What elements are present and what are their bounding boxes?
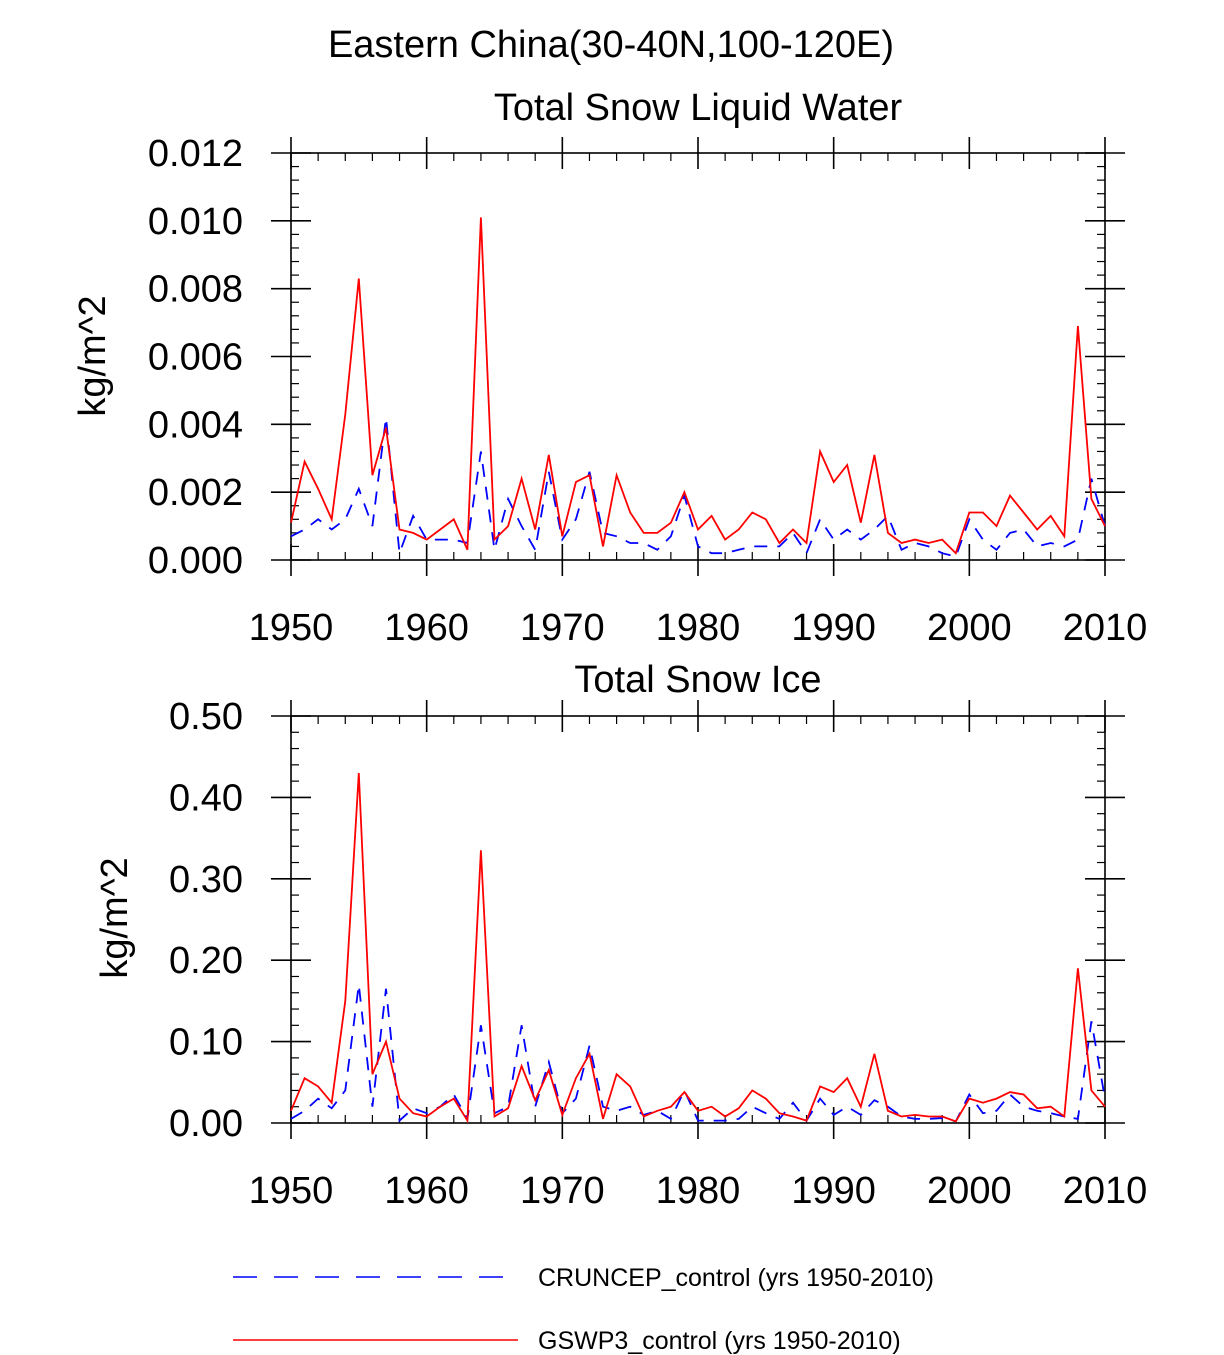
chart-1-xtick-label: 1960	[384, 1170, 469, 1212]
figure-title: Eastern China(30-40N,100-120E)	[328, 24, 894, 66]
chart-1-xtick-label: 1970	[520, 1170, 605, 1212]
chart-1-frame	[290, 715, 1106, 1124]
chart-1-series-cruncep-line	[290, 984, 1106, 1123]
chart-1-ytick-label: 0.50	[169, 696, 243, 738]
chart-1-ytick-label: 0.00	[169, 1103, 243, 1145]
chart-0-xtick-label: 1960	[384, 607, 469, 649]
chart-1-ytick-label: 0.20	[169, 940, 243, 982]
chart-0-ytick-label: 0.000	[148, 540, 243, 582]
chart-0-xtick-label: 2010	[1063, 607, 1148, 649]
chart-1-ylabel: kg/m^2	[94, 857, 136, 978]
chart-0-ylabel: kg/m^2	[72, 295, 114, 416]
chart-0-ytick-label: 0.006	[148, 337, 243, 379]
chart-1-xtick-label: 2010	[1063, 1170, 1148, 1212]
chart-1-xtick-label: 1990	[791, 1170, 876, 1212]
chart-0-xtick-label: 1990	[791, 607, 876, 649]
chart-1-xtick-label: 2000	[927, 1170, 1012, 1212]
chart-0-ytick-label: 0.004	[148, 404, 243, 446]
legend: CRUNCEP_control (yrs 1950-2010) GSWP3_co…	[233, 1264, 934, 1355]
chart-0-ytick-label: 0.012	[148, 133, 243, 175]
chart-0-xtick-label: 1950	[249, 607, 334, 649]
chart-1-ytick-label: 0.40	[169, 777, 243, 819]
chart-0-xtick-label: 1980	[656, 607, 741, 649]
legend-label-cruncep: CRUNCEP_control (yrs 1950-2010)	[538, 1264, 934, 1292]
chart-0-frame	[290, 152, 1106, 561]
legend-label-gswp3: GSWP3_control (yrs 1950-2010)	[538, 1327, 901, 1355]
chart-0-xtick-label: 2000	[927, 607, 1012, 649]
chart-0-ytick-label: 0.010	[148, 201, 243, 243]
chart-1-xtick-label: 1950	[249, 1170, 334, 1212]
chart-0-ytick-label: 0.008	[148, 269, 243, 311]
chart-0-ytick-label: 0.002	[148, 472, 243, 514]
chart-panel-snow-ice: Total Snow Ice kg/m^2 1950 1960 1970 1980 1990…	[94, 659, 1147, 1212]
chart-0-title: Total Snow Liquid Water	[494, 87, 903, 129]
chart-panel-snow-liquid-water: Total Snow Liquid Water kg/m^2 1950 1960 197…	[72, 87, 1147, 649]
chart-0-xtick-label: 1970	[520, 607, 605, 649]
chart-1-ytick-label: 0.10	[169, 1022, 243, 1064]
chart-1-xtick-label: 1980	[656, 1170, 741, 1212]
chart-0-series-gswp3-line	[290, 217, 1106, 555]
chart-0-series-cruncep-line	[290, 417, 1106, 558]
chart-1-series-gswp3-line	[290, 772, 1106, 1124]
chart-1-title: Total Snow Ice	[574, 659, 821, 701]
chart-1-ytick-label: 0.30	[169, 859, 243, 901]
